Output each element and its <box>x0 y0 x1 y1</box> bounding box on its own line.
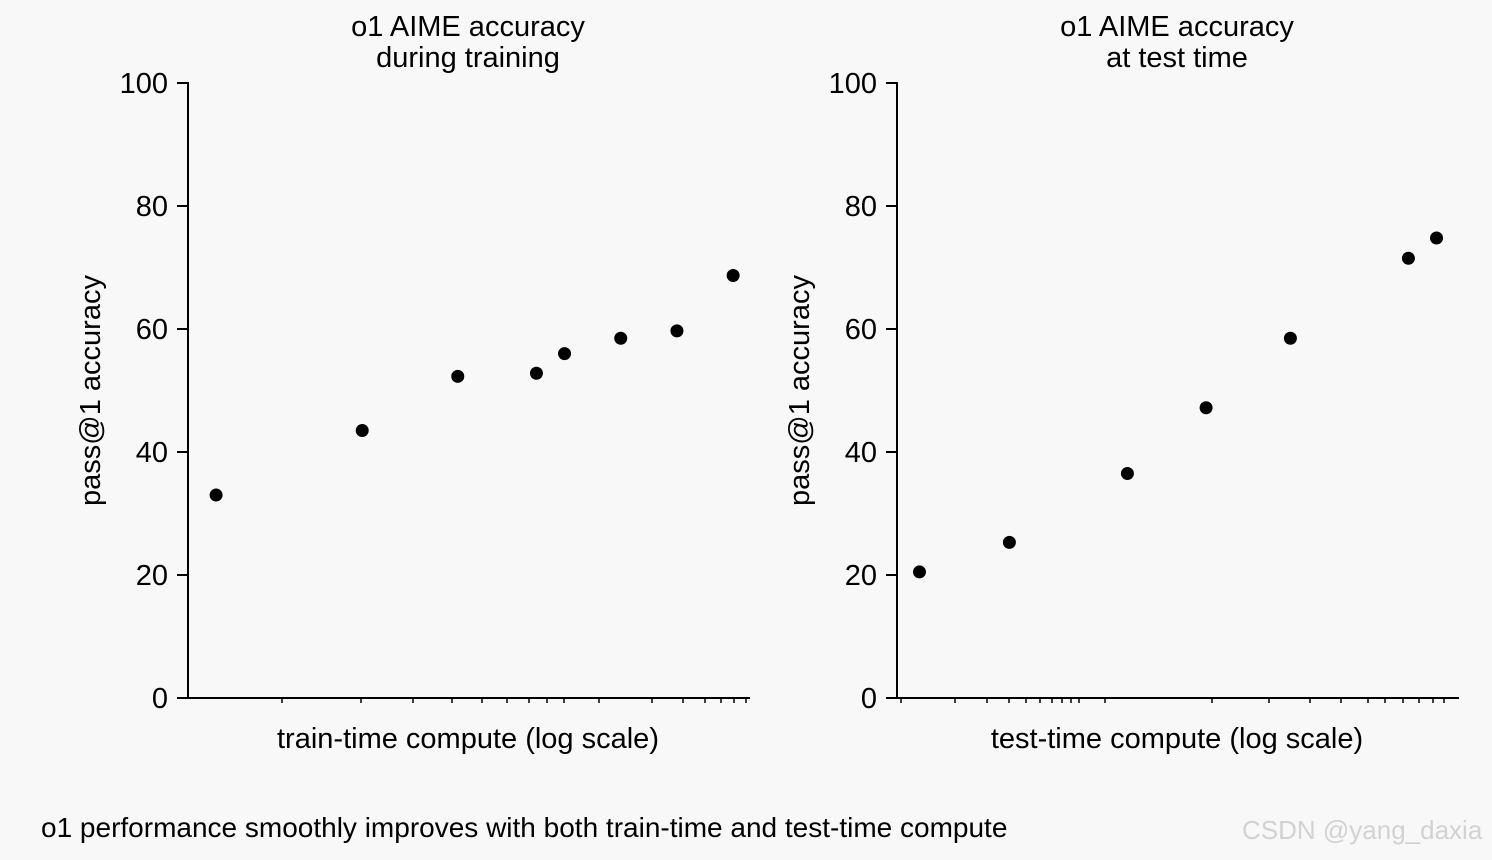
x-axis-label: train-time compute (log scale) <box>277 723 659 755</box>
data-point <box>209 488 223 502</box>
y-tick-label: 20 <box>136 560 168 592</box>
data-point <box>529 366 543 380</box>
y-axis-label: pass@1 accuracy <box>784 275 816 506</box>
data-point <box>451 369 465 383</box>
data-point <box>726 268 740 282</box>
chart-title-line: during training <box>376 42 560 74</box>
data-point <box>614 331 628 345</box>
y-axis-label: pass@1 accuracy <box>75 275 107 506</box>
data-point <box>1430 231 1444 245</box>
chart-title-line: at test time <box>1106 42 1248 74</box>
chart-title-line: o1 AIME accuracy <box>1060 11 1294 43</box>
y-tick-label: 80 <box>136 191 168 223</box>
y-tick-label: 40 <box>845 437 877 469</box>
chart-title-line: o1 AIME accuracy <box>351 11 585 43</box>
data-point <box>670 324 684 338</box>
y-tick-label: 80 <box>845 191 877 223</box>
x-axis-label: test-time compute (log scale) <box>991 723 1363 755</box>
data-point <box>558 347 572 361</box>
y-tick-label: 100 <box>120 68 168 100</box>
data-point <box>1199 401 1213 415</box>
data-point <box>1401 251 1415 265</box>
data-point <box>1002 535 1016 549</box>
y-tick-label: 100 <box>829 68 877 100</box>
y-tick-label: 40 <box>136 437 168 469</box>
y-tick-label: 0 <box>861 683 877 715</box>
figure-caption: o1 performance smoothly improves with bo… <box>41 812 1008 843</box>
data-point <box>912 565 926 579</box>
y-tick-label: 60 <box>136 314 168 346</box>
data-point <box>355 423 369 437</box>
y-tick-label: 0 <box>152 683 168 715</box>
data-point <box>1120 467 1134 481</box>
data-point <box>1283 331 1297 345</box>
y-tick-label: 20 <box>845 560 877 592</box>
y-tick-label: 60 <box>845 314 877 346</box>
watermark: CSDN @yang_daxia <box>1242 815 1483 845</box>
